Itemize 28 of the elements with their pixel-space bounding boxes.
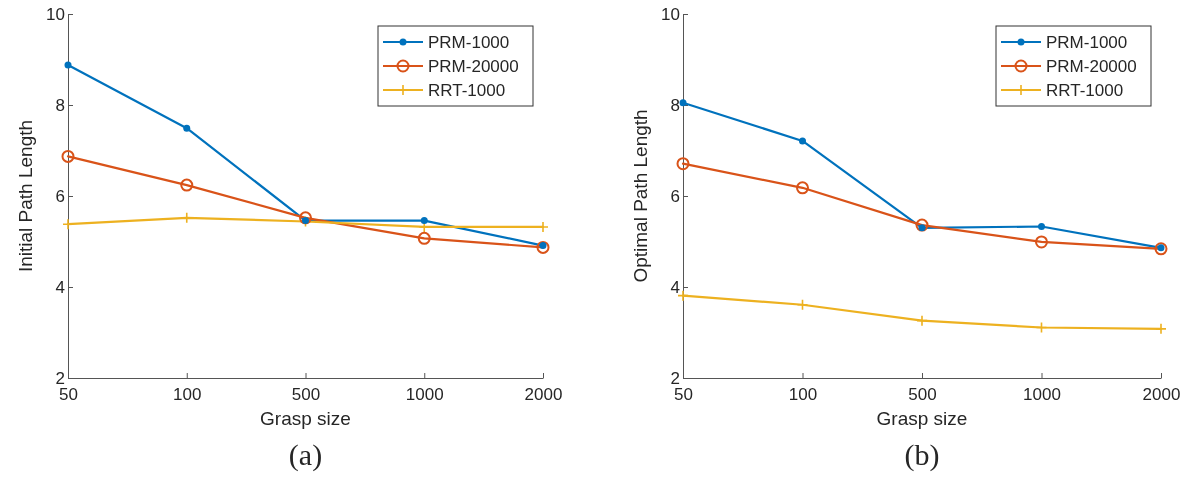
y-tick-label: 4: [55, 277, 65, 297]
legend-label: PRM-1000: [428, 33, 510, 52]
y-tick-label: 6: [55, 186, 65, 206]
x-tick-label: 1000: [1023, 384, 1061, 404]
y-tick-label: 6: [670, 186, 680, 206]
text: (b): [904, 438, 940, 472]
legend-label: PRM-1000: [1046, 33, 1128, 52]
y-tick-label: 8: [670, 95, 680, 115]
y-tick-label: 8: [55, 95, 65, 115]
legend-label: RRT-1000: [1046, 81, 1124, 100]
y-tick-label: 10: [46, 4, 65, 24]
text: (a): [288, 438, 323, 472]
x-tick-label: 2000: [524, 384, 563, 404]
legend-label: PRM-20000: [1046, 57, 1137, 76]
legend-label: PRM-20000: [428, 57, 519, 76]
x-axis-title: Grasp size: [876, 408, 968, 429]
x-tick-label: 100: [173, 384, 202, 404]
x-tick-label: 2000: [1142, 384, 1181, 404]
legend-label: RRT-1000: [428, 81, 506, 100]
x-tick-label: 100: [788, 384, 818, 404]
x-axis-title: Grasp size: [260, 408, 351, 429]
x-tick-label: 500: [908, 384, 937, 404]
y-axis-title: Initial Path Length: [15, 119, 36, 273]
y-tick-label: 4: [670, 277, 680, 297]
y-axis-title: Optimal Path Length: [630, 109, 651, 283]
x-tick-label: 1000: [405, 384, 444, 404]
x-tick-label: 500: [291, 384, 321, 404]
y-tick-label: 10: [661, 4, 680, 24]
